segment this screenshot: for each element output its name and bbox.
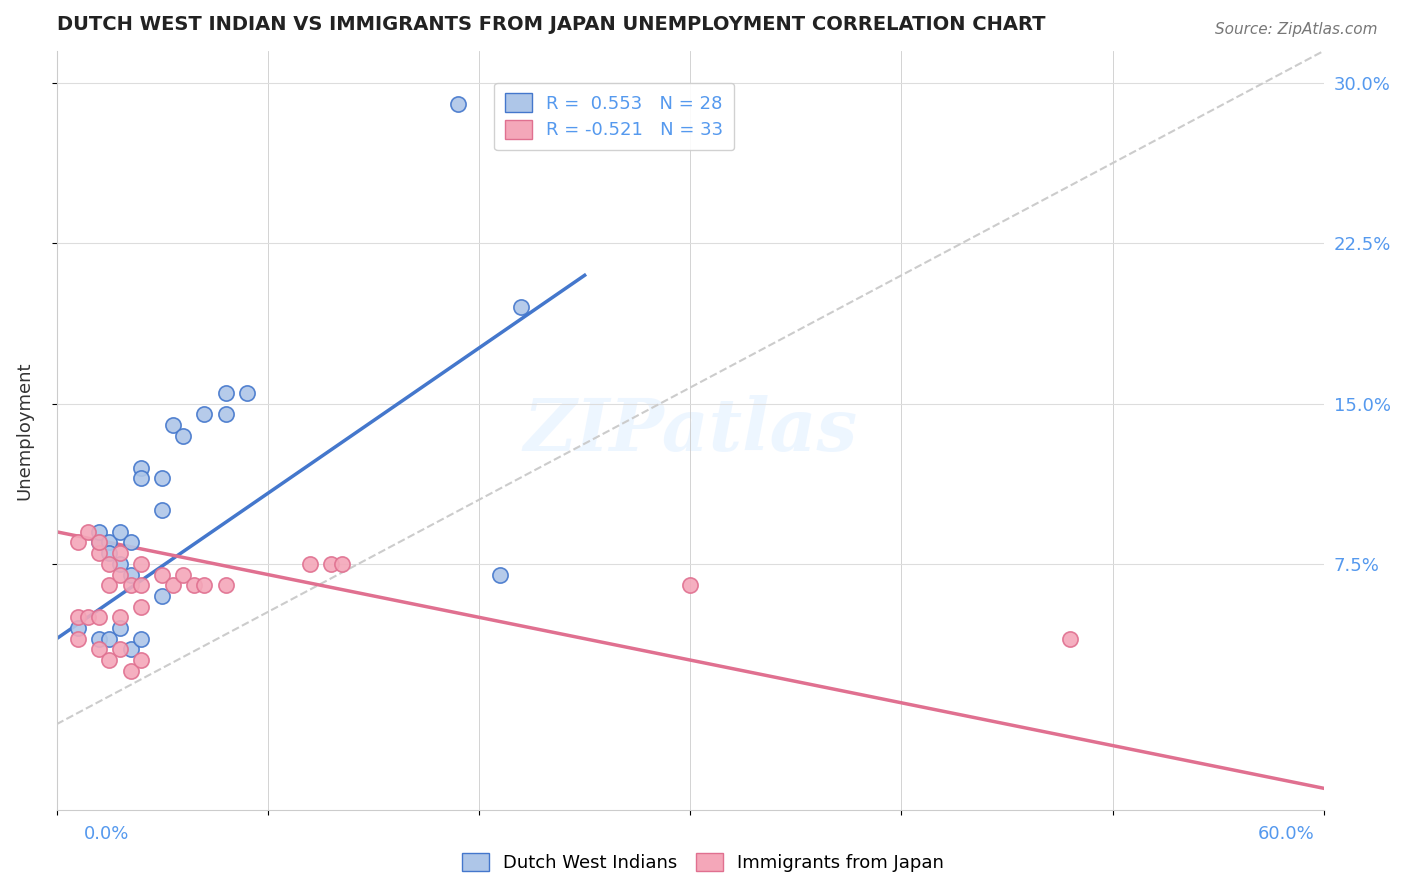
Point xyxy=(98,557,121,571)
Point xyxy=(108,642,131,657)
Legend: Dutch West Indians, Immigrants from Japan: Dutch West Indians, Immigrants from Japa… xyxy=(451,842,955,883)
Y-axis label: Unemployment: Unemployment xyxy=(15,361,32,500)
Point xyxy=(150,567,173,582)
Text: 0.0%: 0.0% xyxy=(84,825,129,843)
Point xyxy=(87,642,110,657)
Point xyxy=(98,578,121,592)
Point xyxy=(235,385,257,400)
Point xyxy=(120,664,142,678)
Point xyxy=(108,557,131,571)
Point xyxy=(129,460,152,475)
Point xyxy=(66,610,89,624)
Point xyxy=(120,642,142,657)
Point xyxy=(214,407,236,421)
Point xyxy=(172,428,194,442)
Point xyxy=(98,632,121,646)
Point xyxy=(120,567,142,582)
Point xyxy=(98,546,121,560)
Point xyxy=(108,567,131,582)
Point xyxy=(129,632,152,646)
Point xyxy=(193,578,215,592)
Point xyxy=(1059,632,1081,646)
Point xyxy=(447,97,470,112)
Point xyxy=(150,589,173,603)
Point xyxy=(162,417,184,432)
Point xyxy=(489,567,512,582)
Point xyxy=(98,653,121,667)
Point xyxy=(87,610,110,624)
Point xyxy=(299,557,322,571)
Point xyxy=(150,503,173,517)
Legend: R =  0.553   N = 28, R = -0.521   N = 33: R = 0.553 N = 28, R = -0.521 N = 33 xyxy=(494,83,734,150)
Point xyxy=(108,610,131,624)
Point xyxy=(66,632,89,646)
Text: 60.0%: 60.0% xyxy=(1258,825,1315,843)
Point xyxy=(87,524,110,539)
Point xyxy=(66,621,89,635)
Point xyxy=(87,546,110,560)
Point xyxy=(183,578,205,592)
Point xyxy=(129,578,152,592)
Point xyxy=(98,535,121,549)
Point xyxy=(129,653,152,667)
Point xyxy=(330,557,353,571)
Point xyxy=(77,524,100,539)
Point xyxy=(193,407,215,421)
Text: Source: ZipAtlas.com: Source: ZipAtlas.com xyxy=(1215,22,1378,37)
Point xyxy=(321,557,343,571)
Point xyxy=(129,599,152,614)
Point xyxy=(66,535,89,549)
Text: DUTCH WEST INDIAN VS IMMIGRANTS FROM JAPAN UNEMPLOYMENT CORRELATION CHART: DUTCH WEST INDIAN VS IMMIGRANTS FROM JAP… xyxy=(56,15,1045,34)
Point xyxy=(108,546,131,560)
Point xyxy=(120,535,142,549)
Point xyxy=(108,524,131,539)
Point xyxy=(129,557,152,571)
Point xyxy=(214,578,236,592)
Point xyxy=(87,632,110,646)
Point xyxy=(120,578,142,592)
Point xyxy=(87,535,110,549)
Point xyxy=(150,471,173,485)
Point xyxy=(510,301,533,315)
Point xyxy=(162,578,184,592)
Point xyxy=(679,578,702,592)
Text: ZIPatlas: ZIPatlas xyxy=(523,395,858,466)
Point xyxy=(108,621,131,635)
Point xyxy=(129,471,152,485)
Point xyxy=(87,535,110,549)
Point xyxy=(77,610,100,624)
Point xyxy=(172,567,194,582)
Point xyxy=(214,385,236,400)
